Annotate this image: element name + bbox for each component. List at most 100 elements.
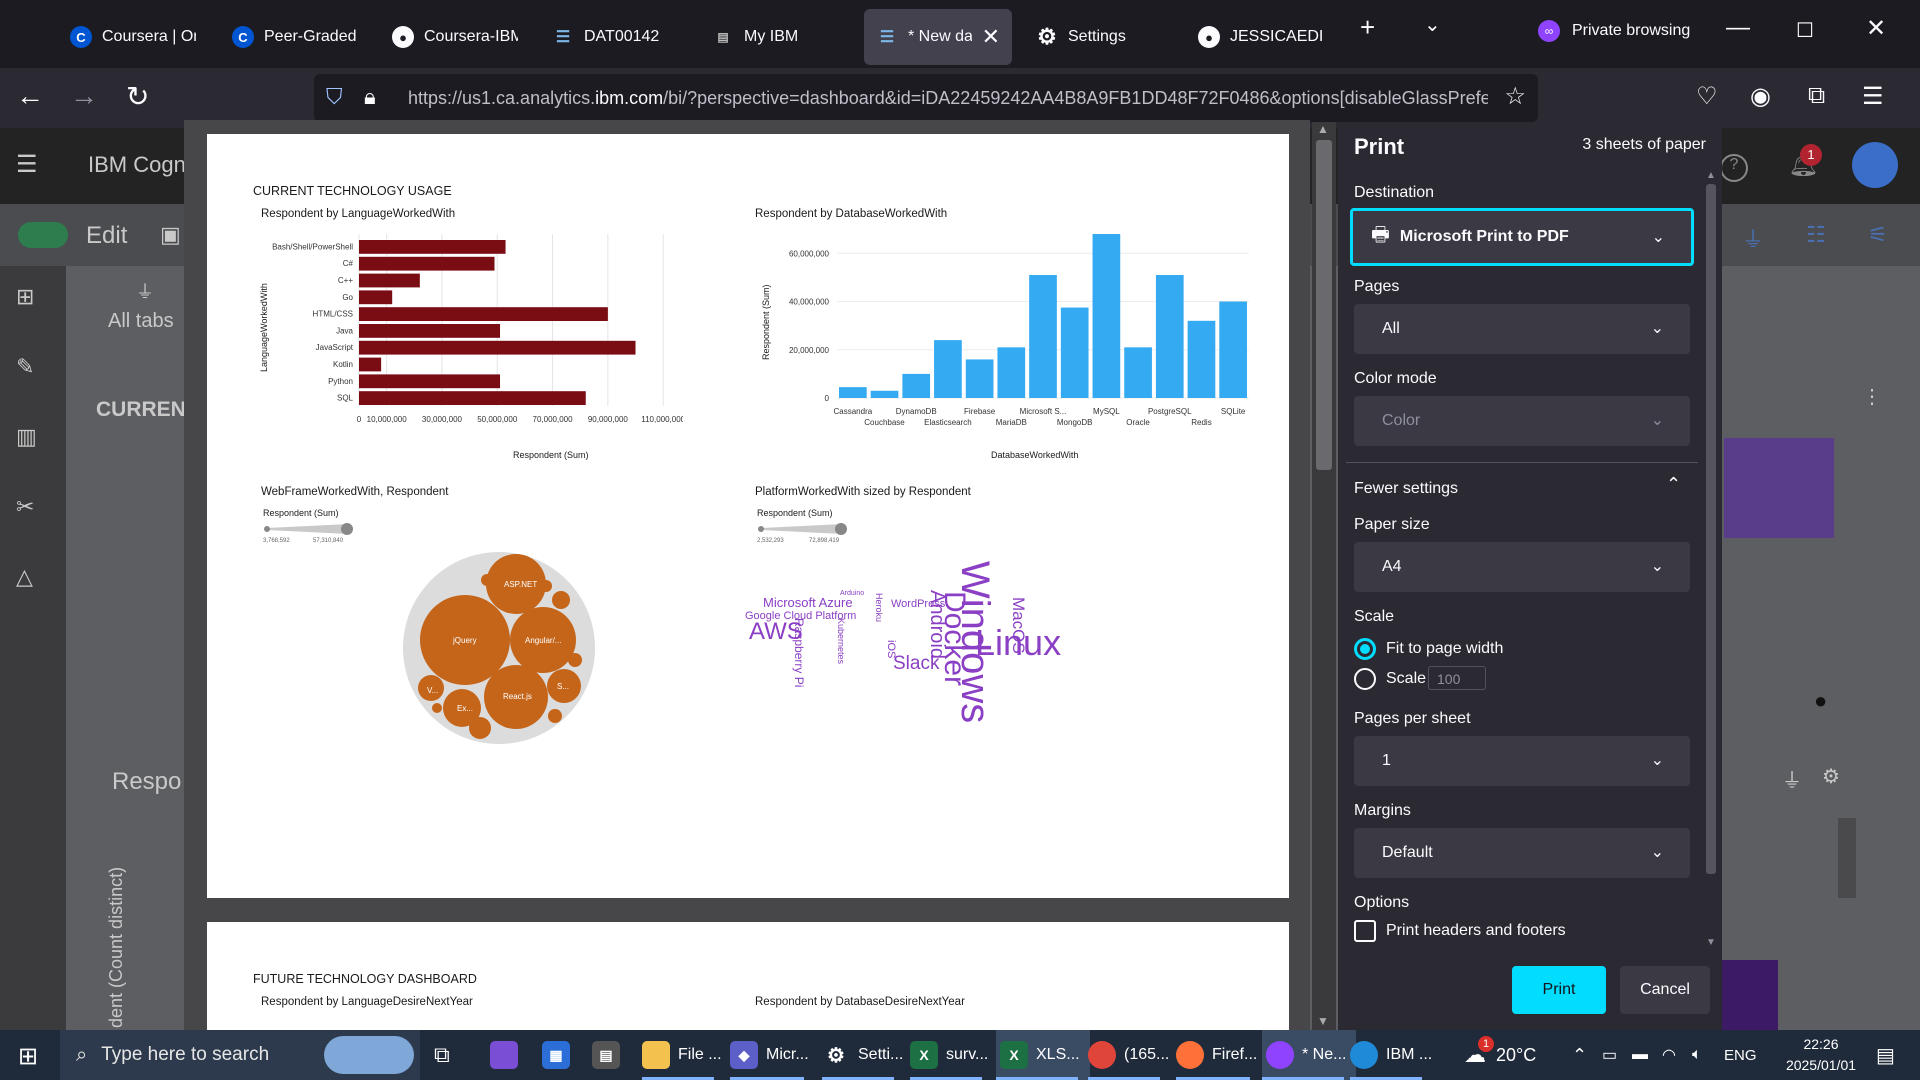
taskbar-microsoft[interactable]: ◆ Micr... (730, 1030, 809, 1080)
paper-size-select[interactable]: A4 ⌄ (1354, 542, 1690, 592)
language-indicator[interactable]: ENG (1724, 1046, 1757, 1064)
headers-footers-checkbox[interactable] (1354, 920, 1376, 942)
clock[interactable]: 22:26 2025/01/01 (1776, 1034, 1866, 1076)
filter-icon[interactable]: ⏚ (136, 282, 154, 302)
hierarchy-icon[interactable]: ⊞ (16, 284, 35, 309)
visualizations-icon[interactable]: ▥ (16, 424, 37, 449)
save-icon[interactable]: ▣ (160, 222, 181, 247)
maximize-icon[interactable]: ☐ (1796, 20, 1814, 42)
scroll-down-icon[interactable]: ▼ (1317, 1014, 1329, 1028)
filter-icon[interactable]: ⏚ (1782, 770, 1802, 792)
scroll-up-icon[interactable]: ▲ (1317, 122, 1329, 136)
show-hidden-icons-icon[interactable]: ⌃ (1572, 1044, 1588, 1065)
scale-input[interactable]: 100 (1428, 666, 1486, 690)
volume-icon[interactable]: 🔈︎ (1692, 1046, 1702, 1063)
tab-new-dashboard[interactable]: ☰ * New da ✕ (864, 9, 1012, 65)
taskbar-firefox-private[interactable]: * Ne... (1262, 1030, 1357, 1080)
pages-select[interactable]: All ⌄ (1354, 304, 1690, 354)
back-icon[interactable]: ← (16, 80, 44, 111)
chart-title: Respondent by DatabaseWorkedWith (755, 208, 948, 220)
data-icon[interactable]: ☷ (1806, 222, 1826, 247)
tab-dat00142[interactable]: ☰ DAT00142 (540, 9, 690, 65)
tab-coursera-online[interactable]: C Coursera | Onli (58, 9, 208, 65)
legend-max: 57,310,840 (313, 538, 344, 544)
wifi-icon[interactable]: ◠ (1662, 1047, 1676, 1064)
filter-icon[interactable]: ⏚ (1742, 227, 1765, 252)
close-tab-icon[interactable]: ✕ (981, 24, 1000, 49)
meet-icon[interactable]: ▭ (1602, 1047, 1618, 1064)
menu-icon[interactable]: ☰ (1862, 83, 1884, 110)
tab-my-ibm[interactable]: ▤ My IBM (700, 9, 850, 65)
reload-icon[interactable]: ↻ (126, 81, 150, 112)
calculator-icon[interactable]: ▤ (592, 1030, 628, 1080)
fit-to-page-radio[interactable] (1354, 638, 1376, 660)
app-scrollbar[interactable] (1838, 818, 1856, 898)
copilot-icon[interactable] (490, 1030, 526, 1080)
url-bar[interactable]: ⛉ 🔒︎ https://us1.ca.analytics.ibm.com/bi… (314, 74, 1538, 122)
avatar[interactable] (1852, 142, 1898, 188)
word-cloud-term: Google Cloud Platform (745, 610, 857, 622)
scroll-down-icon[interactable]: ▼ (1706, 937, 1716, 948)
edit-toggle[interactable] (18, 222, 68, 248)
windows-start-icon[interactable]: ⊞ (18, 1043, 39, 1070)
widgets-icon[interactable]: ✂ (16, 494, 35, 519)
panel-scrollbar[interactable]: ▲ ▼ (1702, 170, 1720, 948)
taskbar-label: Micr... (766, 1046, 809, 1063)
taskbar-settings[interactable]: ⚙ Setti... (822, 1030, 903, 1080)
x-tick-label: Couchbase (864, 418, 905, 427)
settings-cog-icon[interactable]: ⚙ (1822, 766, 1840, 788)
fewer-settings-toggle[interactable]: Fewer settings (1354, 480, 1459, 497)
tab-github-jessica[interactable]: ● JESSICAEDIME (1186, 9, 1336, 65)
scale-radio[interactable] (1354, 668, 1376, 690)
lock-icon[interactable]: 🔒︎ (364, 84, 376, 109)
notification-center-icon[interactable]: ▤ (1876, 1044, 1895, 1067)
help-icon[interactable]: ? (1720, 154, 1748, 182)
webframe-bubble-chart (403, 552, 595, 744)
tab-peer-graded[interactable]: C Peer-Graded A (220, 9, 370, 65)
properties-icon[interactable]: ⚟ (1868, 222, 1888, 247)
extensions-icon[interactable]: ⧉ (1808, 82, 1826, 109)
taskbar-search[interactable]: ⌕ Type here to search (60, 1030, 420, 1080)
account-icon[interactable]: ◉ (1750, 83, 1771, 110)
preview-scrollbar[interactable]: ▲ ▼ (1312, 122, 1336, 1030)
pin-icon[interactable]: ✎ (16, 354, 35, 379)
list-tabs-icon[interactable]: ⌄ (1424, 14, 1441, 36)
cancel-button[interactable]: Cancel (1620, 966, 1710, 1014)
color-mode-select[interactable]: Color ⌄ (1354, 396, 1690, 446)
new-tab-icon[interactable]: + (1360, 12, 1376, 42)
tab-settings[interactable]: ⚙ Settings (1024, 9, 1174, 65)
shapes-icon[interactable]: △ (16, 564, 33, 589)
taskbar-edge[interactable]: IBM ... (1350, 1030, 1432, 1080)
shield-icon[interactable]: ⛉ (326, 84, 343, 109)
destination-select[interactable]: 🖶︎ Microsoft Print to PDF ⌄ (1350, 208, 1694, 266)
print-button[interactable]: Print (1512, 966, 1606, 1014)
close-window-icon[interactable]: ✕ (1866, 15, 1887, 42)
x-tick-label: SQLite (1221, 407, 1246, 416)
hamburger-icon[interactable]: ☰ (16, 151, 38, 178)
minimize-icon[interactable]: — (1726, 14, 1750, 41)
pages-per-sheet-select[interactable]: 1 ⌄ (1354, 736, 1690, 786)
taskbar-firefox[interactable]: Firef... (1176, 1030, 1257, 1080)
forward-icon[interactable]: → (70, 80, 98, 111)
scroll-thumb[interactable] (1706, 184, 1716, 874)
taskbar-chrome[interactable]: (165... (1088, 1030, 1169, 1080)
task-view-icon[interactable]: ⧉ (434, 1042, 450, 1067)
taskbar-excel-xls[interactable]: X XLS... (996, 1030, 1090, 1080)
margins-select[interactable]: Default ⌄ (1354, 828, 1690, 878)
tab-label: Coursera | Onli (102, 28, 196, 45)
url-text[interactable]: https://us1.ca.analytics.ibm.com/bi/?per… (408, 88, 1488, 108)
more-options-icon[interactable]: ⋮ (1862, 386, 1882, 408)
store-icon[interactable]: ▦ (542, 1030, 578, 1080)
scroll-thumb[interactable] (1316, 140, 1332, 470)
tab-github-coursera-ibm[interactable]: ● Coursera-IBM- (380, 9, 530, 65)
taskbar-excel-survey[interactable]: X surv... (910, 1030, 988, 1080)
info-icon[interactable]: ● (1814, 688, 1828, 713)
scroll-up-icon[interactable]: ▲ (1706, 170, 1716, 181)
bookmark-star-icon[interactable]: ☆ (1504, 83, 1526, 110)
pocket-icon[interactable]: ♡ (1696, 83, 1718, 110)
taskbar-label: Setti... (858, 1046, 904, 1063)
taskbar-file-explorer[interactable]: File ... (642, 1030, 722, 1080)
chevron-up-icon[interactable]: ⌃ (1666, 474, 1682, 494)
weather-widget[interactable]: ☁ 20°C 1 (1464, 1030, 1536, 1080)
battery-icon[interactable]: ▬ (1632, 1046, 1648, 1063)
